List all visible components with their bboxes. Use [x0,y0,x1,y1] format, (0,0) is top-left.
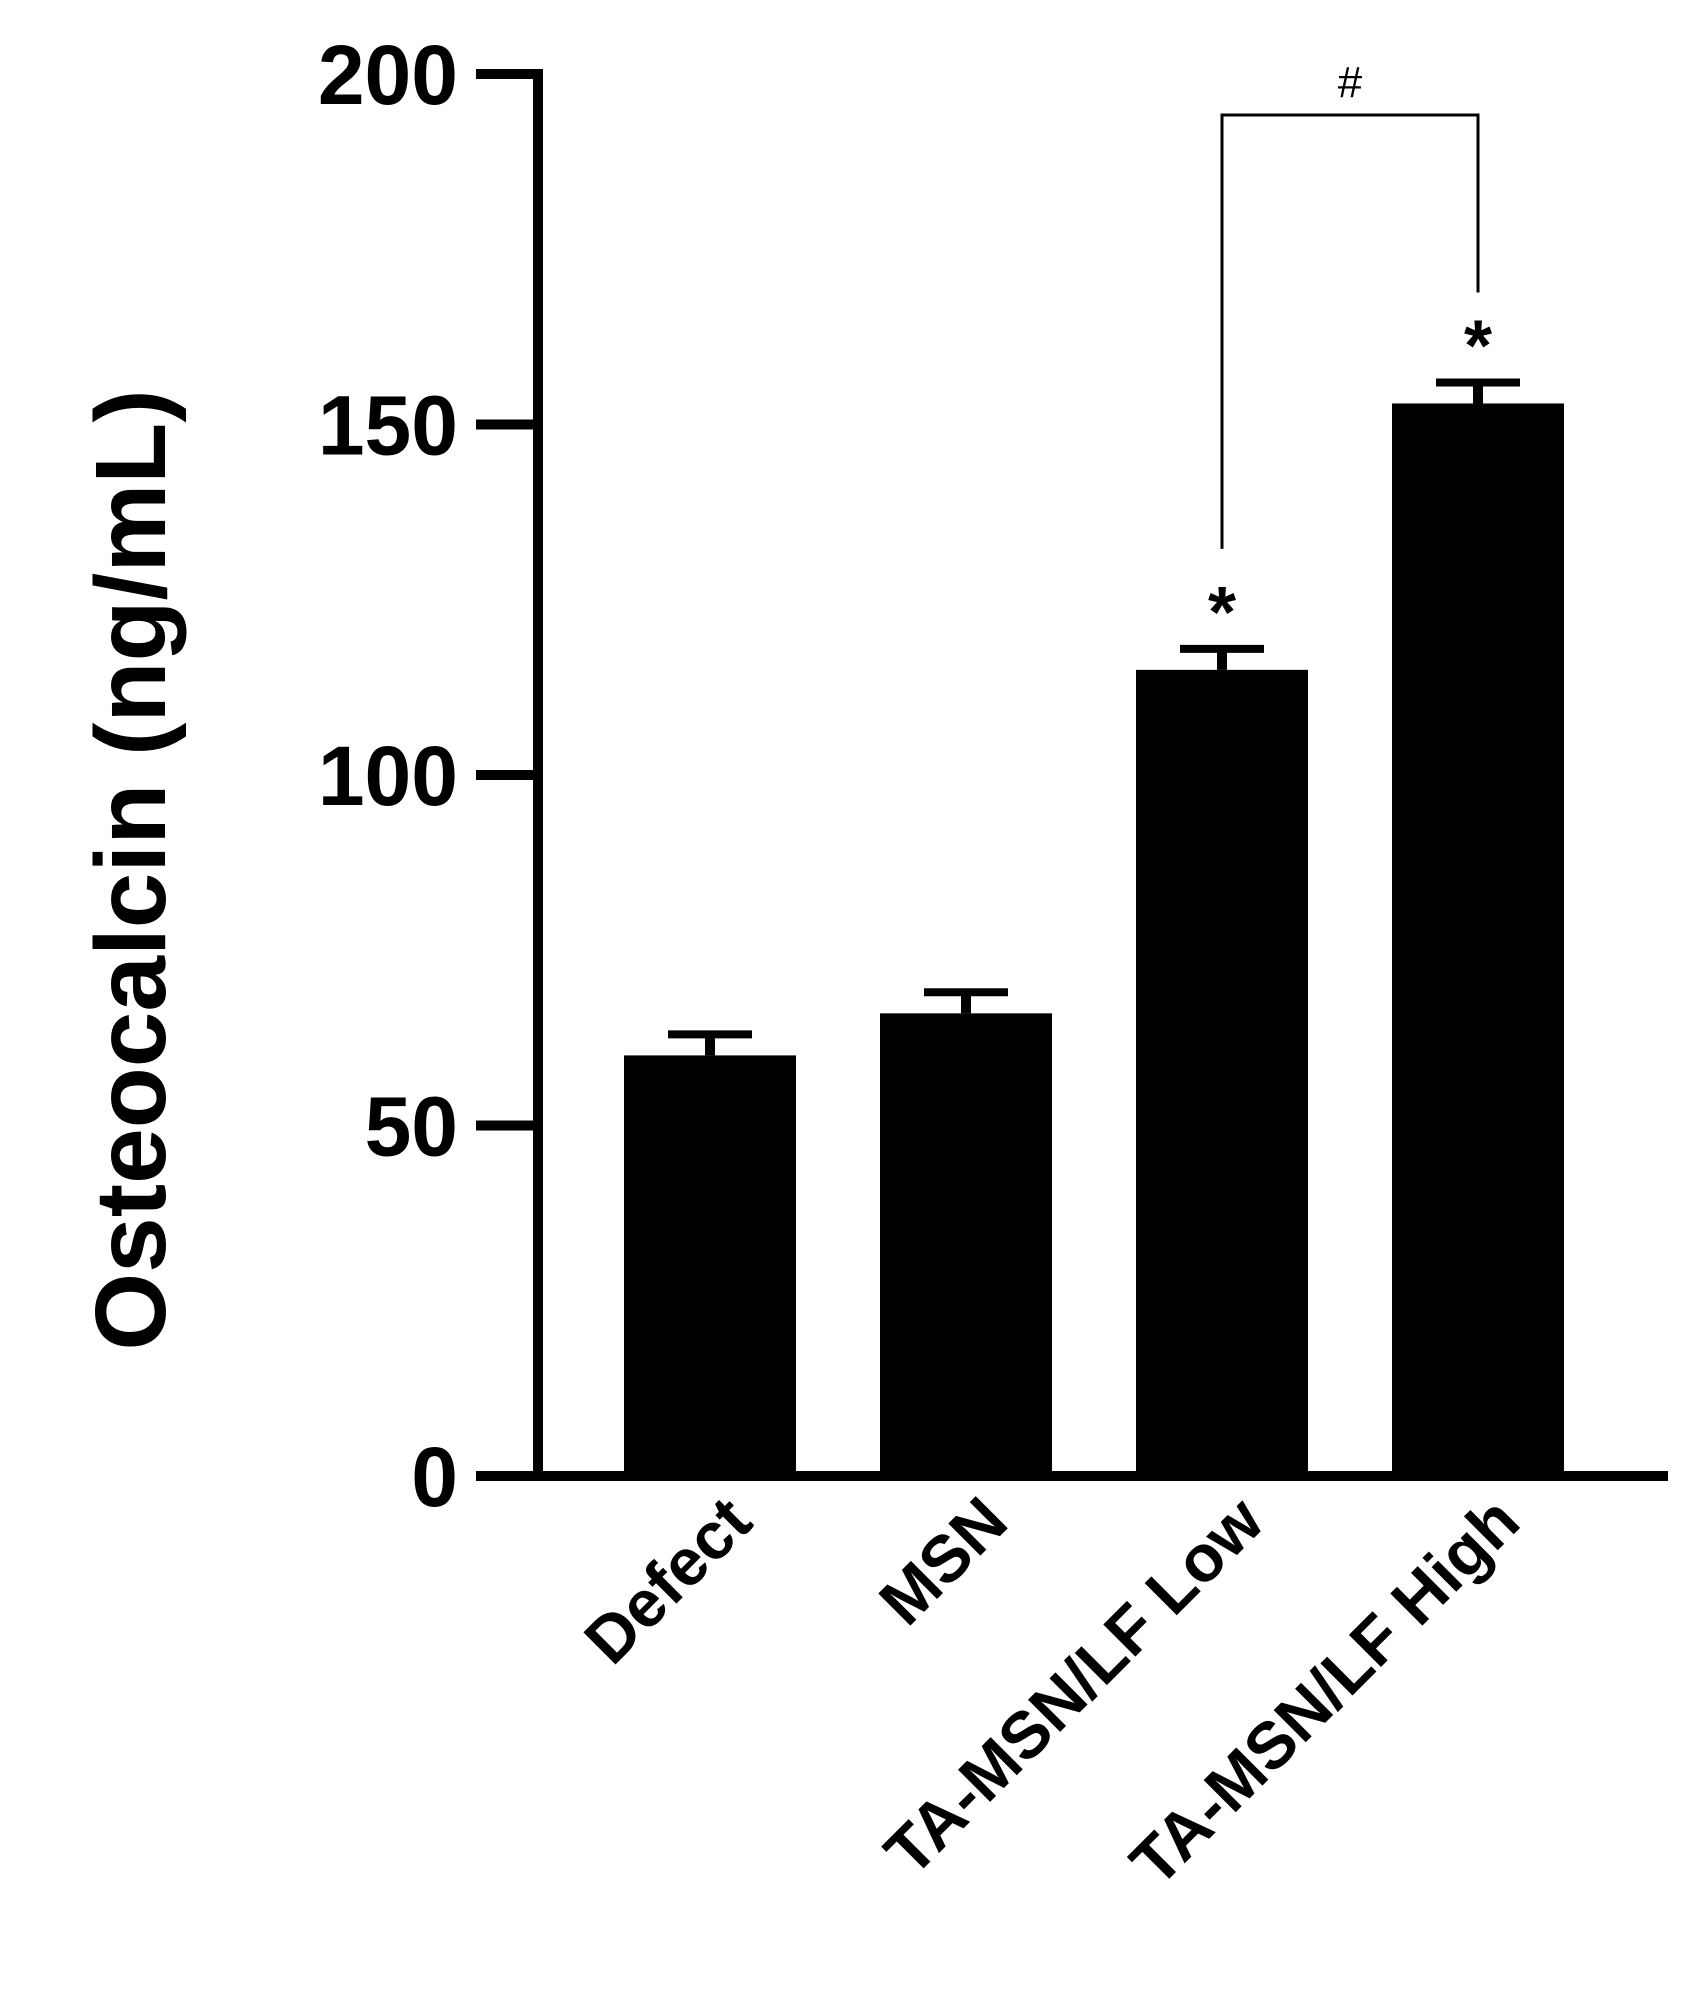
y-axis-title-group: Osteocalcin (ng/mL) [75,389,187,1350]
significance-annotations: * * # [1208,58,1492,653]
x-category-label: MSN [865,1483,1021,1639]
bar [624,1055,796,1476]
significance-star: * [1208,573,1236,653]
bar [1392,403,1564,1477]
bar [880,1013,1052,1476]
y-axis-ticks: 0 50 100 150 200 [318,28,538,1524]
y-tick-label: 150 [318,379,458,473]
y-axis-title: Osteocalcin (ng/mL) [75,389,187,1350]
y-tick-label: 50 [365,1080,458,1174]
error-bars [668,378,1520,1056]
comparison-bracket [1220,113,1480,549]
y-tick-label: 0 [411,1430,458,1524]
significance-star: * [1464,306,1492,386]
x-category-label: Defect [570,1483,765,1678]
y-tick-label: 100 [318,729,458,823]
bars [624,403,1564,1477]
y-tick-label: 200 [318,28,458,122]
comparison-label: # [1338,58,1363,107]
bar [1136,669,1308,1476]
